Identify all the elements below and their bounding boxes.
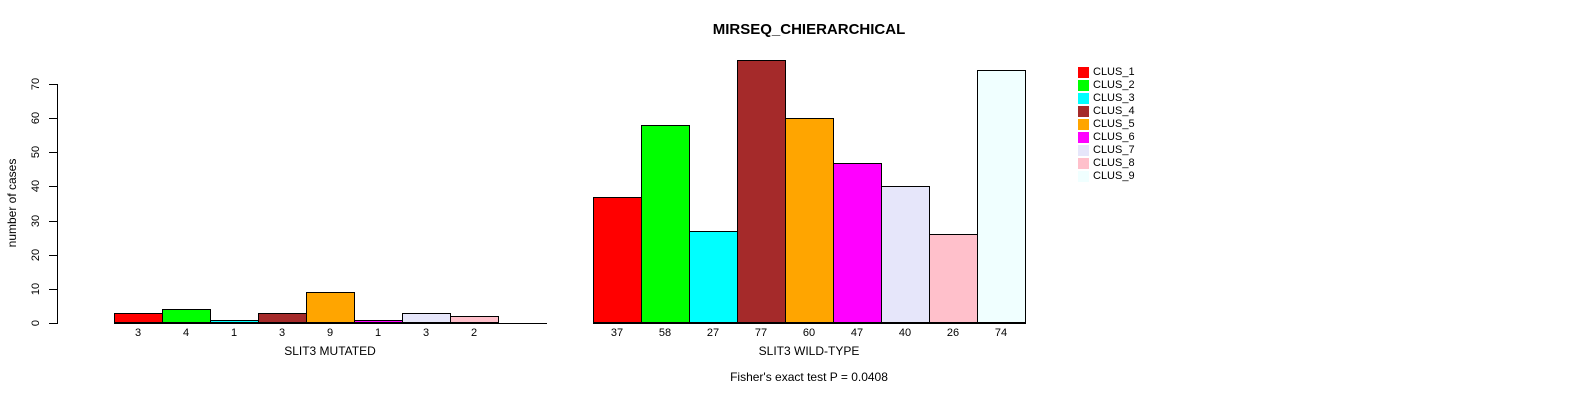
bar-clus_3 [210,320,259,323]
legend-swatch-clus_8 [1078,158,1089,169]
chart-title: MIRSEQ_CHIERARCHICAL [712,21,906,38]
legend-swatch-clus_9 [1078,171,1089,182]
x-axis-label-wildtype: SLIT3 WILD-TYPE [758,344,860,358]
y-tick-label: 20 [30,248,42,262]
bar-value-label: 58 [658,327,672,339]
bar-value-label: 27 [706,327,720,339]
legend-label-clus_1: CLUS_1 [1093,66,1135,78]
y-tick [49,323,57,324]
bar-clus_1 [114,313,163,323]
y-tick [49,118,57,119]
bar-clus_9 [977,70,1026,323]
bar-value-label: 26 [946,327,960,339]
y-tick-label: 10 [30,282,42,296]
bar-clus_7 [402,313,451,323]
legend-swatch-clus_4 [1078,106,1089,117]
legend-label-clus_5: CLUS_5 [1093,118,1135,130]
y-axis-spine [57,84,58,324]
legend-swatch-clus_3 [1078,93,1089,104]
legend-label-clus_2: CLUS_2 [1093,79,1135,91]
bar-value-label: 47 [850,327,864,339]
y-tick [49,221,57,222]
x-axis-baseline [593,323,1026,324]
legend-swatch-clus_2 [1078,80,1089,91]
y-tick-label: 30 [30,214,42,228]
x-axis-label-mutated: SLIT3 MUTATED [284,344,376,358]
bar-clus_5 [306,292,355,323]
bar-value-label: 40 [898,327,912,339]
y-tick [49,84,57,85]
bar-value-label: 9 [326,327,334,339]
legend-swatch-clus_5 [1078,119,1089,130]
legend-label-clus_7: CLUS_7 [1093,144,1135,156]
y-tick-label: 40 [30,179,42,193]
bar-clus_8 [450,316,499,323]
fisher-test-annotation: Fisher's exact test P = 0.0408 [730,370,888,384]
bar-clus_4 [258,313,307,323]
x-axis-baseline [114,323,547,324]
bar-value-label: 1 [230,327,238,339]
bar-clus_1 [593,197,642,323]
bar-value-label: 37 [610,327,624,339]
bar-clus_6 [833,163,882,323]
bar-value-label: 60 [802,327,816,339]
bar-value-label: 3 [278,327,286,339]
legend-label-clus_8: CLUS_8 [1093,157,1135,169]
bar-clus_2 [162,309,211,323]
bar-clus_8 [929,234,978,323]
y-axis-label: number of cases [5,158,19,248]
y-tick-label: 50 [30,145,42,159]
legend-label-clus_9: CLUS_9 [1093,170,1135,182]
bar-clus_3 [689,231,738,323]
bar-value-label: 77 [754,327,768,339]
legend-label-clus_4: CLUS_4 [1093,105,1135,117]
bar-value-label: 3 [134,327,142,339]
bar-value-label: 4 [182,327,190,339]
bar-value-label: 74 [994,327,1008,339]
legend-label-clus_6: CLUS_6 [1093,131,1135,143]
bar-value-label: 1 [374,327,382,339]
y-tick-label: 60 [30,111,42,125]
y-tick [49,255,57,256]
legend-swatch-clus_7 [1078,145,1089,156]
legend-swatch-clus_1 [1078,67,1089,78]
y-tick-label: 0 [30,319,42,327]
bar-clus_2 [641,125,690,323]
bar-value-label: 2 [470,327,478,339]
y-tick-label: 70 [30,77,42,91]
legend-label-clus_3: CLUS_3 [1093,92,1135,104]
bar-clus_7 [881,186,930,323]
bar-value-label: 3 [422,327,430,339]
y-tick [49,289,57,290]
bar-clus_5 [785,118,834,323]
y-tick [49,152,57,153]
bar-clus_4 [737,60,786,323]
legend-swatch-clus_6 [1078,132,1089,143]
bar-clus_6 [354,320,403,323]
y-tick [49,186,57,187]
